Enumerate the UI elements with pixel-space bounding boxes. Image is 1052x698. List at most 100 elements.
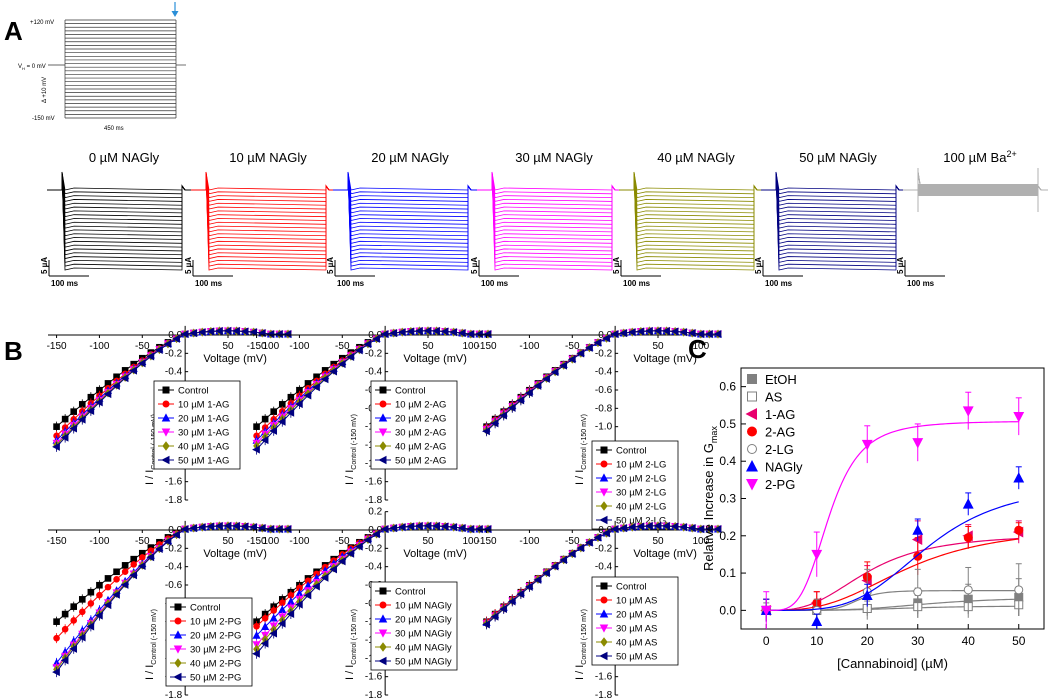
legend-label: 20 µM 2-PG — [190, 631, 241, 642]
data-point — [524, 388, 533, 398]
data-point — [94, 611, 103, 620]
scale-label-current: 5 µA — [896, 257, 905, 274]
legend-marker — [162, 441, 170, 451]
data-point — [69, 424, 78, 433]
scale-label-current: 5 µA — [754, 257, 763, 274]
data-point — [576, 544, 585, 553]
legend-marker — [173, 630, 183, 639]
legend-label: 2-AG — [765, 425, 795, 440]
data-point — [662, 326, 670, 335]
data-point — [811, 615, 823, 627]
y-tick-label: -0.2 — [595, 543, 613, 554]
current-trace — [619, 171, 764, 210]
data-point — [627, 523, 636, 532]
legend-marker — [599, 473, 609, 482]
data-point — [713, 525, 722, 534]
data-point — [584, 538, 593, 547]
data-point — [252, 649, 260, 658]
legend-label: 40 µM 2-PG — [190, 659, 241, 670]
protocol-hold-label: VH = 0 mV — [18, 64, 46, 71]
current-trace-band — [918, 184, 1038, 196]
legend-label: 10 µM 2-PG — [190, 617, 241, 628]
data-point — [602, 334, 610, 343]
data-point — [87, 588, 95, 596]
x-tick-label: 0 — [763, 634, 770, 648]
data-point — [70, 617, 78, 624]
legend-label: 20 µM 1-AG — [178, 414, 229, 425]
x-tick-label: 100 — [463, 341, 480, 352]
panel-label-b: B — [4, 336, 23, 366]
legend-marker — [599, 651, 608, 661]
data-point — [172, 334, 180, 343]
data-point — [189, 329, 198, 338]
data-point — [687, 329, 696, 338]
legend-marker — [600, 501, 608, 511]
x-tick-label: -50 — [135, 536, 150, 547]
data-point — [1013, 411, 1025, 423]
legend-box — [591, 440, 679, 530]
data-point — [679, 328, 688, 337]
data-point — [670, 327, 679, 336]
legend-label: 50 µM 2-LG — [616, 516, 666, 527]
data-point — [507, 597, 516, 606]
current-trace — [761, 171, 906, 210]
x-tick-label: 100 — [263, 341, 280, 352]
iv-series — [252, 521, 492, 659]
data-point — [389, 524, 398, 533]
x-tick-label: 50 — [222, 341, 234, 352]
data-point — [129, 366, 138, 375]
panel-label-c: C — [688, 334, 707, 364]
data-point — [507, 403, 516, 412]
current-trace — [619, 171, 764, 263]
iv-series-line — [486, 525, 718, 625]
data-point — [86, 622, 95, 631]
legend-label: 50 µM 2-AG — [395, 456, 446, 467]
legend-marker — [174, 617, 182, 625]
current-trace — [477, 171, 622, 218]
legend-label: Control — [395, 386, 426, 397]
x-axis-label: Voltage (mV) — [203, 353, 267, 365]
data-point — [266, 330, 275, 339]
data-point — [103, 390, 112, 399]
iv-panel: -150-100-50501000.0-0.2-0.4-0.6-0.8-1.0-… — [477, 520, 723, 698]
legend-marker — [600, 637, 608, 647]
data-point — [269, 629, 278, 638]
data-point — [397, 328, 406, 337]
data-point — [397, 523, 406, 532]
data-point — [253, 622, 260, 630]
y-tick-label: -0.4 — [365, 367, 383, 378]
data-point — [61, 610, 69, 618]
data-point — [61, 415, 69, 423]
data-point — [94, 398, 103, 407]
legend-marker — [745, 407, 757, 421]
data-point — [129, 571, 138, 580]
y-tick-label: -0.2 — [595, 348, 613, 359]
trace-label: 30 µM NAGly — [515, 150, 593, 165]
data-point — [440, 522, 449, 531]
trace-label: 40 µM NAGly — [657, 150, 735, 165]
data-point — [636, 522, 645, 531]
current-trace — [619, 171, 764, 271]
data-point — [303, 591, 312, 600]
iv-panel: -150-100-50501000.0-0.2-0.4-0.6-0.8-1.0-… — [247, 507, 493, 698]
data-point — [240, 522, 249, 531]
legend-marker — [173, 672, 182, 682]
legend-marker — [747, 426, 757, 437]
data-point — [457, 329, 466, 338]
legend-label: 30 µM AS — [616, 624, 657, 635]
data-point — [636, 327, 645, 336]
y-tick-label: 0.6 — [719, 380, 736, 394]
data-point — [670, 522, 679, 531]
data-point — [261, 622, 270, 631]
x-tick-label: -150 — [477, 536, 497, 547]
data-point — [260, 639, 269, 648]
current-trace — [761, 171, 906, 263]
legend-marker — [174, 658, 182, 668]
scale-label-time: 100 ms — [765, 279, 793, 288]
iv-series — [252, 326, 492, 455]
data-point — [653, 326, 662, 335]
x-tick-label: -50 — [335, 536, 350, 547]
